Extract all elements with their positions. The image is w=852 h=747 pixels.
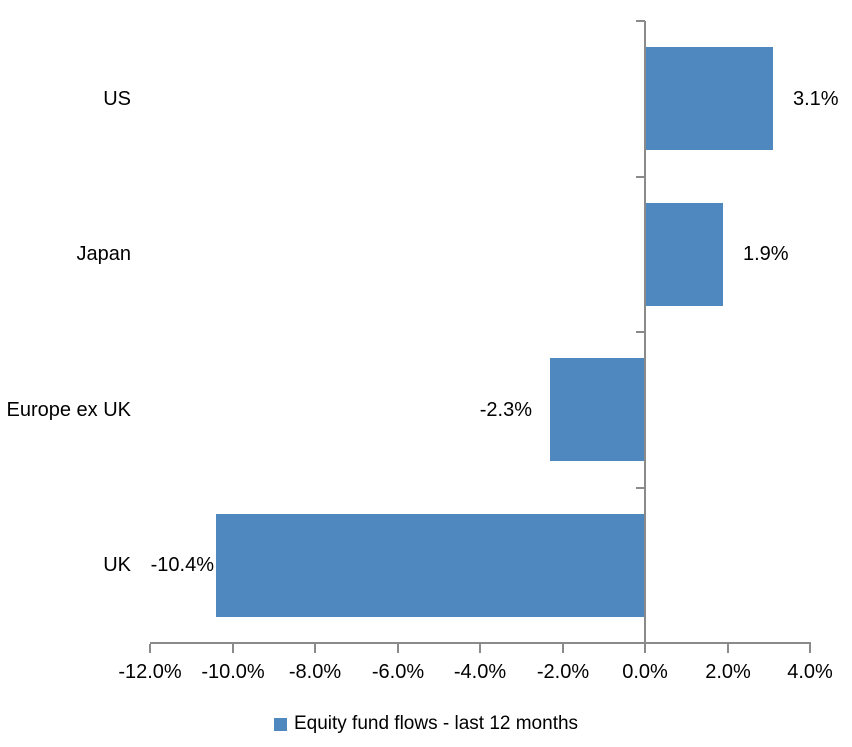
x-tick-4	[479, 644, 481, 653]
x-tick-5	[562, 644, 564, 653]
category-tick-3	[636, 487, 645, 489]
legend-label: Equity fund flows - last 12 months	[293, 713, 579, 734]
x-tick-label-5: -2.0%	[536, 661, 590, 683]
bar-us[interactable]	[645, 47, 773, 150]
data-label-europe-ex-uk: -2.3%	[479, 399, 532, 421]
x-axis-line	[150, 642, 811, 644]
bar-uk[interactable]	[216, 514, 645, 617]
x-tick-label-2: -8.0%	[288, 661, 342, 683]
x-tick-label-6: 0.0%	[622, 661, 668, 683]
category-tick-0	[636, 20, 645, 22]
plot-area: US Japan Europe ex UK UK 3.1% 1.9% -2.3% -10.4…	[6, 20, 839, 683]
x-tick-0	[149, 644, 151, 653]
x-tick-label-7: 2.0%	[705, 661, 751, 683]
value-zero-axis-line	[644, 21, 646, 644]
data-label-japan: 1.9%	[743, 243, 789, 265]
x-tick-8	[809, 644, 811, 653]
x-tick-1	[232, 644, 234, 653]
x-tick-label-8: 4.0%	[787, 661, 833, 683]
x-tick-2	[314, 644, 316, 653]
category-label-us: US	[103, 88, 131, 110]
category-label-japan: Japan	[76, 243, 132, 265]
category-tick-1	[636, 176, 645, 178]
category-label-uk: UK	[103, 554, 131, 576]
bar-europe-ex-uk[interactable]	[550, 358, 646, 461]
data-label-us: 3.1%	[793, 88, 839, 110]
data-label-uk: -10.4%	[150, 554, 214, 576]
x-tick-7	[727, 644, 729, 653]
legend-swatch-icon	[273, 717, 287, 731]
x-tick-6	[644, 644, 646, 653]
bar-japan[interactable]	[645, 203, 723, 306]
x-tick-label-3: -6.0%	[371, 661, 425, 683]
x-tick-label-0: -12.0%	[118, 661, 182, 683]
x-tick-label-4: -4.0%	[453, 661, 507, 683]
x-tick-label-1: -10.0%	[201, 661, 265, 683]
category-label-europe-ex-uk: Europe ex UK	[6, 399, 131, 421]
category-tick-2	[636, 331, 645, 333]
x-tick-3	[397, 644, 399, 653]
legend[interactable]: Equity fund flows - last 12 months	[0, 711, 852, 737]
